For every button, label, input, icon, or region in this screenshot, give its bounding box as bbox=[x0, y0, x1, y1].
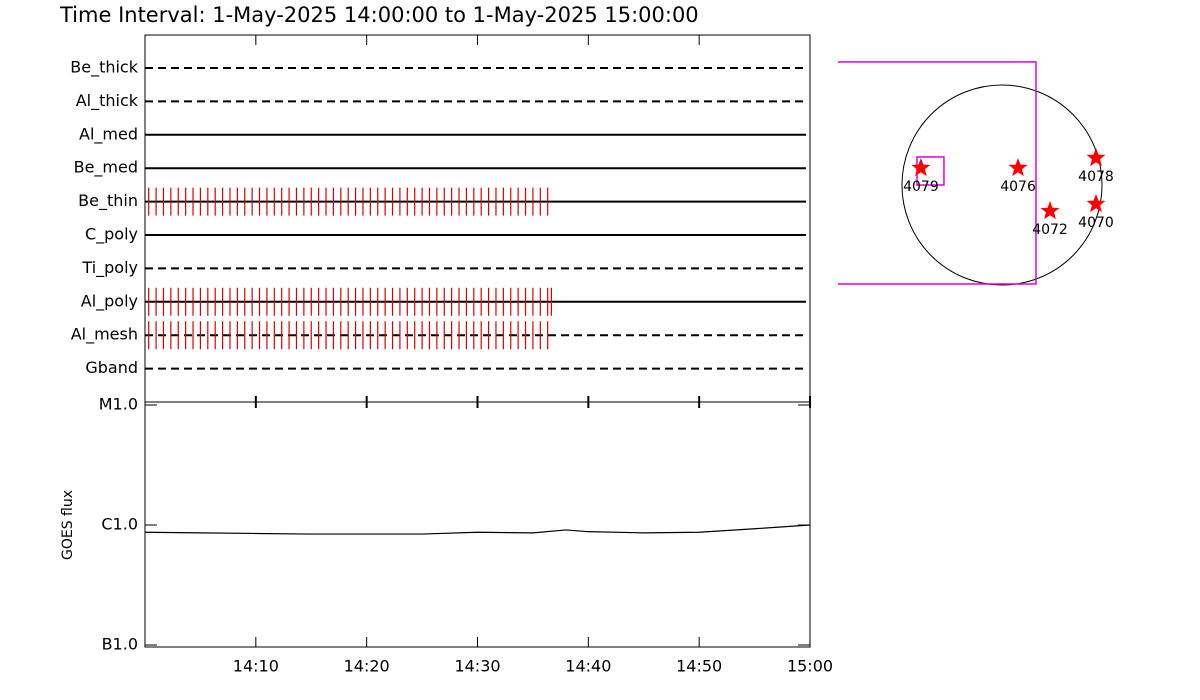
filter-label: C_poly bbox=[85, 225, 138, 245]
x-tick-label: 15:00 bbox=[787, 657, 833, 676]
filter-label: Al_poly bbox=[81, 291, 138, 311]
fov-box bbox=[838, 61, 1037, 285]
active-region bbox=[1008, 158, 1028, 177]
x-tick-label: 14:10 bbox=[233, 657, 279, 676]
y-tick-label: M1.0 bbox=[99, 395, 138, 414]
active-region bbox=[1086, 148, 1106, 167]
x-tick-label: 14:20 bbox=[344, 657, 390, 676]
sun-map: 4079 4076 4078 4072 4070 bbox=[838, 61, 1114, 286]
filter-label: Be_med bbox=[74, 158, 138, 178]
filter-label: Al_med bbox=[79, 124, 138, 144]
x-tick-label: 14:50 bbox=[676, 657, 722, 676]
active-region bbox=[911, 158, 931, 177]
region-label: 4079 bbox=[903, 179, 939, 195]
filter-label: Ti_poly bbox=[81, 258, 138, 278]
filter-label: Al_mesh bbox=[71, 325, 138, 345]
region-label: 4078 bbox=[1078, 169, 1114, 185]
region-label: 4072 bbox=[1032, 222, 1068, 238]
y-axis-label: GOES flux bbox=[60, 490, 76, 560]
filter-label: Be_thin bbox=[78, 191, 138, 211]
active-region bbox=[1040, 201, 1060, 220]
x-tick-label: 14:30 bbox=[454, 657, 500, 676]
title: Time Interval: 1-May-2025 14:00:00 to 1-… bbox=[59, 3, 699, 27]
region-label: 4070 bbox=[1078, 215, 1114, 231]
y-tick-label: B1.0 bbox=[102, 635, 138, 654]
active-region bbox=[1086, 194, 1106, 213]
goes-frame bbox=[144, 401, 811, 648]
filter-label: Be_thick bbox=[70, 58, 138, 78]
filter-label: Gband bbox=[85, 358, 138, 377]
x-tick-label: 14:40 bbox=[565, 657, 611, 676]
solar-disk bbox=[901, 84, 1103, 286]
y-tick-label: C1.0 bbox=[101, 515, 138, 534]
region-label: 4076 bbox=[1000, 179, 1036, 195]
goes-curve bbox=[144, 524, 811, 535]
filter-label: Al_thick bbox=[76, 91, 139, 111]
